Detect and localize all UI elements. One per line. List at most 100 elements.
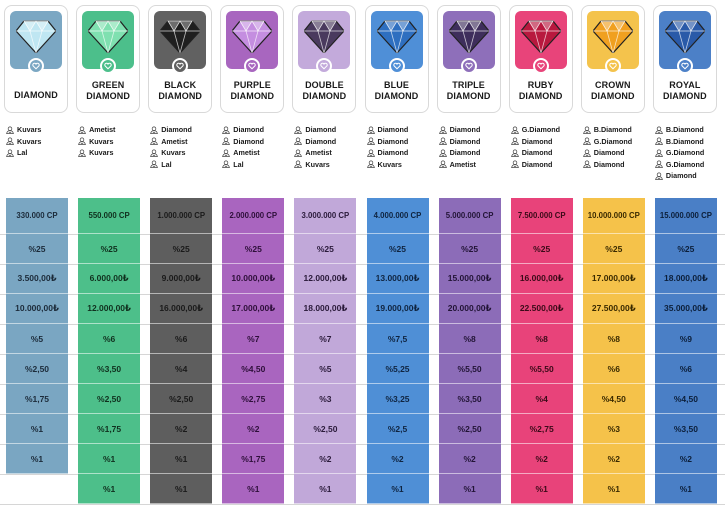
- requirement-label: Diamond: [233, 136, 265, 146]
- value-cell: 22.500,00₺: [510, 294, 573, 324]
- value-cell: %8: [510, 324, 573, 354]
- requirements-list: B.Diamond B.Diamond G.Diamond G.Diamond Diam…: [655, 124, 704, 182]
- user-icon: [583, 137, 594, 146]
- requirements-list: Diamond Diamond Diamond Ametist: [438, 124, 481, 170]
- value-cell: %1: [222, 474, 285, 504]
- user-icon: [655, 160, 666, 169]
- cp-requirement-cell: 3.000.000 CP: [294, 198, 357, 234]
- requirement-label: B.Diamond: [665, 125, 704, 135]
- requirement-item: G.Diamond: [655, 147, 704, 159]
- heart-badge-icon: [388, 58, 405, 74]
- value-cell: 18.000,00₺: [654, 264, 717, 294]
- tier-values-column: 15.000.000 CP %25 18.000,00₺ 35.000,00₺ %9 %6…: [654, 198, 717, 504]
- requirement-label: Diamond: [593, 159, 625, 169]
- value-cell: 20.000,00₺: [438, 294, 501, 324]
- value-cell: %3,50: [438, 384, 501, 414]
- user-icon: [510, 149, 522, 157]
- user-icon: [655, 149, 666, 157]
- requirement-item: Diamond: [510, 136, 560, 148]
- requirement-label: Kuvars: [377, 159, 402, 169]
- requirement-item: Diamond: [222, 124, 264, 136]
- user-icon: [655, 126, 666, 134]
- tier-card: DIAMOND: [4, 5, 68, 113]
- user-icon: [583, 160, 594, 169]
- requirement-label: Lal: [233, 159, 244, 169]
- value-cell: %6: [582, 354, 645, 384]
- value-cell: %5: [6, 324, 68, 354]
- value-cell: %2: [294, 444, 357, 474]
- requirement-item: Kuvars: [150, 147, 192, 159]
- value-cell: %4: [150, 354, 213, 384]
- requirement-item: B.Diamond: [655, 136, 704, 148]
- requirements-list: Kuvars Kuvars Lal: [6, 124, 41, 159]
- value-cell: %2: [510, 444, 573, 474]
- requirement-item: Diamond: [294, 136, 336, 148]
- requirement-label: Diamond: [233, 125, 265, 135]
- user-icon: [6, 137, 17, 146]
- user-icon: [438, 149, 450, 157]
- requirement-label: Kuvars: [17, 125, 42, 135]
- cp-requirement-cell: 4.000.000 CP: [366, 198, 429, 234]
- requirement-item: Diamond: [583, 147, 632, 159]
- requirements-list: B.Diamond G.Diamond Diamond Diamond: [583, 124, 632, 170]
- value-cell: 13.000,00₺: [366, 264, 429, 294]
- requirement-label: Diamond: [449, 125, 481, 135]
- tier-title-line: DIAMOND: [590, 91, 635, 101]
- user-icon: [510, 137, 522, 146]
- requirement-label: Diamond: [449, 148, 481, 158]
- value-cell: %9: [654, 324, 717, 354]
- tier-title-line: DIAMOND: [86, 91, 130, 101]
- value-cell: %2: [366, 444, 429, 474]
- user-icon: [294, 149, 305, 157]
- row-divider: [0, 414, 725, 415]
- tier-values-column: 2.000.000 CP %25 10.000,00₺ 17.000,00₺ %7 %4,…: [222, 198, 285, 504]
- row-divider: [0, 294, 725, 295]
- tier-title-line: DOUBLE: [305, 80, 344, 90]
- tier-values-column: 10.000.000 CP %25 17.000,00₺ 27.500,00₺ %8 %6…: [582, 198, 645, 504]
- row-divider: [0, 444, 725, 445]
- tier-card: PURPLE DIAMOND: [220, 5, 285, 113]
- tier-title-line: DIAMOND: [14, 90, 58, 100]
- tier-card: CROWN DIAMOND: [580, 5, 645, 113]
- tier-card: BLUE DIAMOND: [364, 5, 429, 113]
- requirement-item: Ametist: [222, 147, 264, 159]
- requirement-item: Diamond: [222, 136, 264, 148]
- requirement-item: G.Diamond: [510, 124, 561, 136]
- requirement-label: Diamond: [593, 148, 625, 158]
- row-divider: [0, 384, 725, 385]
- requirement-item: Kuvars: [6, 136, 41, 148]
- requirements-list: Diamond Diamond Diamond Kuvars: [366, 124, 408, 170]
- gem-icon: [159, 19, 201, 55]
- tier-title-line: BLACK: [164, 80, 197, 90]
- requirement-item: Diamond: [366, 136, 408, 148]
- cp-requirement-cell: 2.000.000 CP: [222, 198, 285, 234]
- user-icon: [294, 137, 305, 146]
- row-divider: [0, 234, 725, 235]
- requirement-item: Diamond: [438, 147, 481, 159]
- value-cell: %2,50: [6, 354, 68, 384]
- value-cell: %5,50: [438, 354, 501, 384]
- user-icon: [6, 126, 17, 134]
- value-cell: %25: [222, 234, 285, 264]
- value-cell: %4,50: [654, 384, 717, 414]
- value-cell: %5,25: [366, 354, 429, 384]
- gem-icon: [592, 19, 634, 55]
- user-icon: [655, 172, 666, 180]
- requirement-label: Diamond: [161, 125, 192, 135]
- requirement-label: Lal: [161, 159, 172, 169]
- gem-icon: [303, 19, 346, 55]
- requirement-item: Diamond: [150, 124, 192, 136]
- tier-title-line: DIAMOND: [374, 91, 419, 101]
- requirement-label: Diamond: [305, 125, 337, 135]
- tier-title-line: DIAMOND: [230, 91, 275, 101]
- requirement-item: B.Diamond: [583, 124, 632, 136]
- value-cell: %3,25: [366, 384, 429, 414]
- value-cell: %2,5: [366, 414, 429, 444]
- value-cell: 10.000,00₺: [6, 294, 68, 324]
- value-cell: %1: [294, 474, 357, 504]
- tier-card: TRIPLE DIAMOND: [436, 5, 501, 113]
- requirement-label: G.Diamond: [521, 125, 561, 135]
- requirement-item: Diamond: [655, 170, 704, 182]
- value-cell: %25: [366, 234, 429, 264]
- user-icon: [438, 160, 450, 169]
